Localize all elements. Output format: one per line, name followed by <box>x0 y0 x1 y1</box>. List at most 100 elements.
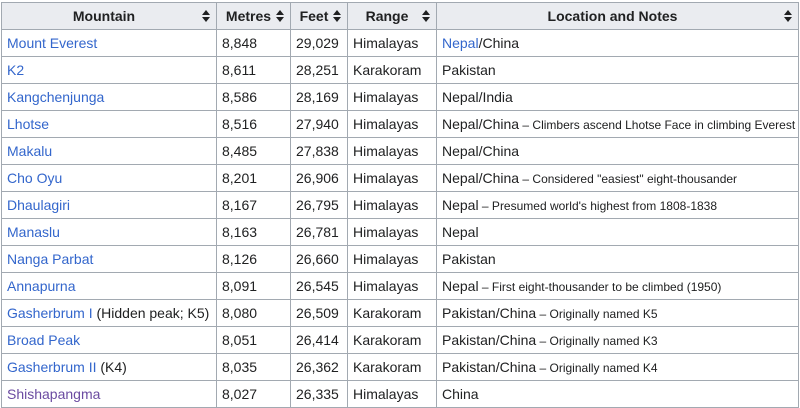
feet-cell: 26,509 <box>290 299 348 327</box>
mountain-link[interactable]: Kangchenjunga <box>7 89 105 105</box>
location-text: Pakistan/China <box>442 305 537 321</box>
mountain-link[interactable]: Shishapangma <box>7 386 101 402</box>
mountain-link[interactable]: Lhotse <box>7 116 50 132</box>
mountain-link[interactable]: K2 <box>7 62 25 78</box>
location-text: Pakistan <box>442 251 496 267</box>
location-link[interactable]: Nepal <box>442 35 479 51</box>
range-cell: Himalayas <box>347 29 437 57</box>
mountain-alias: (K4) <box>96 359 127 375</box>
table-row: Lhotse 8,516 27,940 Himalayas Nepal/China – … <box>1 110 799 138</box>
range-cell: Himalayas <box>347 380 437 408</box>
mountain-alias: (Hidden peak; K5) <box>92 305 210 321</box>
metres-cell: 8,027 <box>216 380 291 408</box>
location-note: – Originally named K5 <box>536 307 658 321</box>
range-cell: Himalayas <box>347 83 437 111</box>
feet-cell: 26,795 <box>290 191 348 219</box>
range-cell: Karakoram <box>347 353 437 381</box>
sort-icon[interactable] <box>276 10 284 22</box>
range-cell: Himalayas <box>347 137 437 165</box>
mountain-link[interactable]: Mount Everest <box>7 35 98 51</box>
mountain-link[interactable]: Gasherbrum II <box>7 359 97 375</box>
header-metres[interactable]: Metres <box>216 2 291 30</box>
location-text: Pakistan/China <box>442 332 537 348</box>
location-cell: Pakistan/China – Originally named K5 <box>436 299 799 327</box>
metres-cell: 8,516 <box>216 110 291 138</box>
location-cell: Nepal/China <box>436 137 799 165</box>
mountain-link[interactable]: Nanga Parbat <box>7 251 94 267</box>
location-note: – Climbers ascend Lhotse Face in climbin… <box>519 118 796 132</box>
mountain-link[interactable]: Manaslu <box>7 224 60 240</box>
location-cell: Nepal/India <box>436 83 799 111</box>
metres-cell: 8,091 <box>216 272 291 300</box>
header-location[interactable]: Location and Notes <box>436 2 799 30</box>
mountain-cell: K2 <box>1 56 217 84</box>
range-cell: Himalayas <box>347 110 437 138</box>
location-text: Nepal/China <box>442 170 520 186</box>
metres-cell: 8,201 <box>216 164 291 192</box>
table-row: Kangchenjunga 8,586 28,169 Himalayas Nepal/I… <box>1 83 799 111</box>
header-metres-label: Metres <box>225 8 272 24</box>
location-cell: Pakistan/China – Originally named K4 <box>436 353 799 381</box>
table-row: Mount Everest 8,848 29,029 Himalayas Nepal/C… <box>1 29 799 57</box>
metres-cell: 8,126 <box>216 245 291 273</box>
mountain-link[interactable]: Gasherbrum I <box>7 305 93 321</box>
table-row: Shishapangma 8,027 26,335 Himalayas China <box>1 380 799 408</box>
mountain-link[interactable]: Annapurna <box>7 278 76 294</box>
range-cell: Himalayas <box>347 245 437 273</box>
feet-cell: 28,251 <box>290 56 348 84</box>
feet-cell: 26,906 <box>290 164 348 192</box>
feet-cell: 26,545 <box>290 272 348 300</box>
table-row: Makalu 8,485 27,838 Himalayas Nepal/China <box>1 137 799 165</box>
feet-cell: 26,362 <box>290 353 348 381</box>
mountain-link[interactable]: Makalu <box>7 143 53 159</box>
range-cell: Himalayas <box>347 191 437 219</box>
sort-icon[interactable] <box>422 10 430 22</box>
feet-cell: 26,414 <box>290 326 348 354</box>
range-cell: Himalayas <box>347 218 437 246</box>
location-cell: Nepal/China <box>436 29 799 57</box>
location-note: – Originally named K4 <box>536 361 658 375</box>
mountain-cell: Dhaulagiri <box>1 191 217 219</box>
mountain-link[interactable]: Cho Oyu <box>7 170 63 186</box>
feet-cell: 27,940 <box>290 110 348 138</box>
location-cell: Nepal – Presumed world's highest from 18… <box>436 191 799 219</box>
location-cell: Pakistan <box>436 56 799 84</box>
metres-cell: 8,611 <box>216 56 291 84</box>
mountain-cell: Shishapangma <box>1 380 217 408</box>
mountain-cell: Mount Everest <box>1 29 217 57</box>
table-row: Gasherbrum II (K4) 8,035 26,362 Karakoram Pa… <box>1 353 799 381</box>
metres-cell: 8,080 <box>216 299 291 327</box>
sort-icon[interactable] <box>333 10 341 22</box>
metres-cell: 8,485 <box>216 137 291 165</box>
location-note: – First eight-thousander to be climbed (… <box>478 280 722 294</box>
table-row: Nanga Parbat 8,126 26,660 Himalayas Pakistan <box>1 245 799 273</box>
mountain-cell: Makalu <box>1 137 217 165</box>
header-range[interactable]: Range <box>347 2 437 30</box>
range-cell: Karakoram <box>347 299 437 327</box>
mountain-cell: Lhotse <box>1 110 217 138</box>
header-mountain[interactable]: Mountain <box>1 2 217 30</box>
metres-cell: 8,848 <box>216 29 291 57</box>
sort-icon[interactable] <box>784 10 792 22</box>
mountain-link[interactable]: Dhaulagiri <box>7 197 71 213</box>
location-cell: Nepal – First eight-thousander to be cli… <box>436 272 799 300</box>
location-text: /China <box>478 35 520 51</box>
table-row: K2 8,611 28,251 Karakoram Pakistan <box>1 56 799 84</box>
location-text: Nepal/China <box>442 143 520 159</box>
header-feet[interactable]: Feet <box>290 2 348 30</box>
range-cell: Karakoram <box>347 326 437 354</box>
mountain-link[interactable]: Broad Peak <box>7 332 81 348</box>
feet-cell: 27,838 <box>290 137 348 165</box>
location-text: Nepal <box>442 224 479 240</box>
location-text: Nepal/India <box>442 89 513 105</box>
table-row: Manaslu 8,163 26,781 Himalayas Nepal <box>1 218 799 246</box>
feet-cell: 28,169 <box>290 83 348 111</box>
feet-cell: 29,029 <box>290 29 348 57</box>
sort-icon[interactable] <box>202 10 210 22</box>
header-range-label: Range <box>365 8 409 24</box>
range-cell: Himalayas <box>347 164 437 192</box>
metres-cell: 8,167 <box>216 191 291 219</box>
feet-cell: 26,660 <box>290 245 348 273</box>
metres-cell: 8,163 <box>216 218 291 246</box>
location-text: Pakistan <box>442 62 496 78</box>
